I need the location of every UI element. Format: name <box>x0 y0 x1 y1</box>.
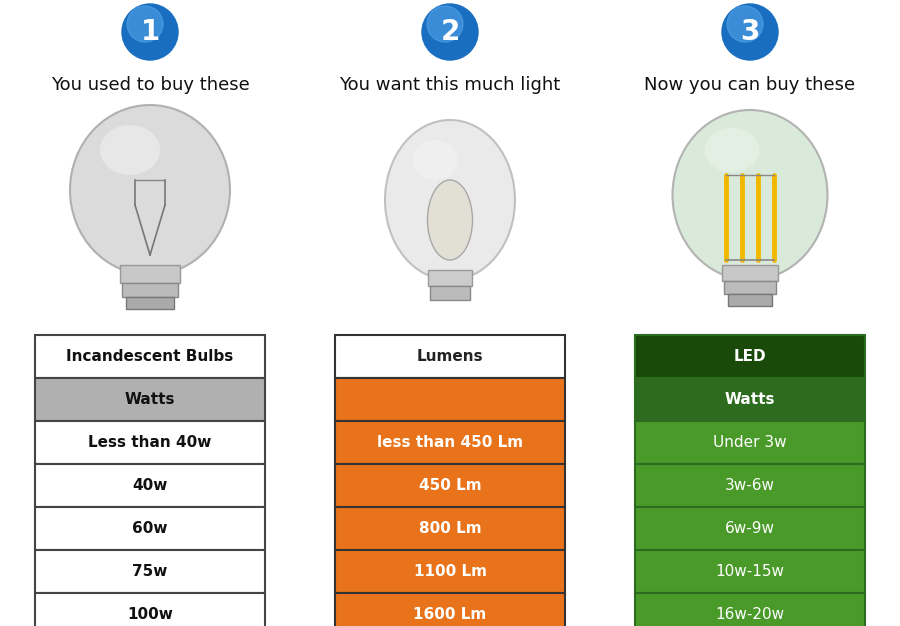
Circle shape <box>722 4 778 60</box>
Ellipse shape <box>100 125 160 175</box>
Text: Less than 40w: Less than 40w <box>88 435 212 450</box>
Text: 10w-15w: 10w-15w <box>716 564 785 579</box>
Ellipse shape <box>70 105 230 275</box>
Text: LED: LED <box>734 349 766 364</box>
FancyBboxPatch shape <box>635 335 865 378</box>
FancyBboxPatch shape <box>724 281 776 294</box>
Text: 2: 2 <box>440 18 460 46</box>
Text: 3w-6w: 3w-6w <box>725 478 775 493</box>
FancyBboxPatch shape <box>35 593 265 626</box>
Text: 3: 3 <box>741 18 760 46</box>
FancyBboxPatch shape <box>428 270 472 286</box>
FancyBboxPatch shape <box>335 507 565 550</box>
FancyBboxPatch shape <box>335 464 565 507</box>
FancyBboxPatch shape <box>335 421 565 464</box>
Text: less than 450 Lm: less than 450 Lm <box>377 435 523 450</box>
Text: 450 Lm: 450 Lm <box>418 478 482 493</box>
FancyBboxPatch shape <box>635 464 865 507</box>
FancyBboxPatch shape <box>35 421 265 464</box>
FancyBboxPatch shape <box>635 507 865 550</box>
Text: Watts: Watts <box>724 392 775 407</box>
FancyBboxPatch shape <box>35 507 265 550</box>
Text: 1: 1 <box>140 18 159 46</box>
FancyBboxPatch shape <box>635 550 865 593</box>
FancyBboxPatch shape <box>35 335 265 378</box>
Text: 75w: 75w <box>132 564 167 579</box>
FancyBboxPatch shape <box>35 550 265 593</box>
Ellipse shape <box>412 140 457 180</box>
Circle shape <box>122 4 178 60</box>
FancyBboxPatch shape <box>335 378 565 421</box>
Text: 800 Lm: 800 Lm <box>418 521 482 536</box>
FancyBboxPatch shape <box>635 378 865 421</box>
Text: Watts: Watts <box>125 392 176 407</box>
FancyBboxPatch shape <box>122 283 178 297</box>
Ellipse shape <box>385 120 515 280</box>
Text: 60w: 60w <box>132 521 167 536</box>
Text: 1600 Lm: 1600 Lm <box>413 607 487 622</box>
FancyBboxPatch shape <box>35 378 265 421</box>
FancyBboxPatch shape <box>430 286 470 300</box>
Circle shape <box>427 6 463 42</box>
Text: 1100 Lm: 1100 Lm <box>413 564 487 579</box>
Text: 40w: 40w <box>132 478 167 493</box>
FancyBboxPatch shape <box>126 297 174 309</box>
Ellipse shape <box>428 180 473 260</box>
Text: Under 3w: Under 3w <box>713 435 787 450</box>
Text: You want this much light: You want this much light <box>339 76 561 94</box>
Text: Lumens: Lumens <box>417 349 483 364</box>
FancyBboxPatch shape <box>335 550 565 593</box>
FancyBboxPatch shape <box>120 265 180 283</box>
FancyBboxPatch shape <box>635 593 865 626</box>
FancyBboxPatch shape <box>635 421 865 464</box>
Text: Incandescent Bulbs: Incandescent Bulbs <box>67 349 234 364</box>
Circle shape <box>422 4 478 60</box>
Text: 16w-20w: 16w-20w <box>716 607 785 622</box>
FancyBboxPatch shape <box>35 464 265 507</box>
FancyBboxPatch shape <box>728 294 772 306</box>
FancyBboxPatch shape <box>335 335 565 378</box>
Text: 6w-9w: 6w-9w <box>725 521 775 536</box>
Ellipse shape <box>705 128 760 173</box>
FancyBboxPatch shape <box>335 593 565 626</box>
Ellipse shape <box>672 110 827 280</box>
Text: 100w: 100w <box>127 607 173 622</box>
Circle shape <box>727 6 763 42</box>
Circle shape <box>127 6 163 42</box>
FancyBboxPatch shape <box>722 265 778 281</box>
Text: Now you can buy these: Now you can buy these <box>644 76 856 94</box>
Text: You used to buy these: You used to buy these <box>50 76 249 94</box>
